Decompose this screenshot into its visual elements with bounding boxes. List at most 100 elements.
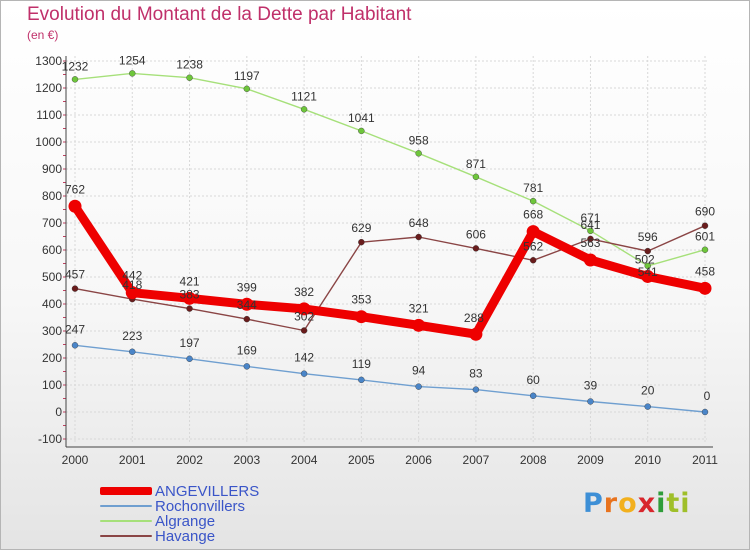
x-tick-label: 2007 xyxy=(463,453,490,467)
point-algrange xyxy=(243,85,251,93)
point-angevillers xyxy=(240,297,254,311)
logo-letter: i xyxy=(680,488,691,519)
y-tick-label: 1000 xyxy=(35,135,62,149)
point-algrange xyxy=(644,262,651,270)
series-line-havange xyxy=(74,225,706,332)
data-label-algrange: 958 xyxy=(409,133,429,147)
data-label-rochonvillers: 142 xyxy=(294,351,314,365)
y-tick-label: 100 xyxy=(42,378,62,392)
data-label-angevillers: 353 xyxy=(351,293,371,307)
point-havange xyxy=(415,233,422,241)
data-labels: 1232 1254 1238 1197 1121 1041 958 871 781 671 541 6… xyxy=(62,53,716,403)
y-tick-label: 700 xyxy=(42,216,62,230)
data-label-havange: 344 xyxy=(237,298,257,312)
series-line-rochonvillers xyxy=(74,344,706,413)
axes: -100010020030040050060070080090010001100… xyxy=(35,54,718,467)
data-label-havange: 641 xyxy=(580,218,600,232)
data-label-algrange: 781 xyxy=(523,181,543,195)
data-label-rochonvillers: 0 xyxy=(704,389,711,403)
series-havange xyxy=(71,222,709,334)
point-rochonvillers xyxy=(186,355,193,363)
x-tick-label: 2000 xyxy=(62,453,89,467)
x-tick-label: 2001 xyxy=(119,453,146,467)
logo-letter: i xyxy=(656,488,667,519)
point-havange xyxy=(71,285,79,292)
series-lines xyxy=(68,70,712,416)
point-havange xyxy=(358,238,365,246)
chart-title: Evolution du Montant de la Dette par Hab… xyxy=(27,4,412,25)
point-angevillers xyxy=(469,327,483,341)
data-label-rochonvillers: 83 xyxy=(469,367,483,381)
legend-label-havange: Havange xyxy=(155,528,216,545)
y-tick-label: 1200 xyxy=(35,81,62,95)
data-label-havange: 562 xyxy=(523,239,543,253)
point-havange xyxy=(472,245,480,252)
series-algrange xyxy=(71,70,709,270)
y-tick-label: 0 xyxy=(55,405,62,419)
data-label-algrange: 1197 xyxy=(234,69,260,83)
chart-subtitle: (en €) xyxy=(27,28,59,42)
point-rochonvillers xyxy=(472,386,480,393)
data-label-rochonvillers: 119 xyxy=(352,357,371,371)
y-tick-label: -100 xyxy=(38,432,62,446)
logo-letter: r xyxy=(603,488,619,519)
point-rochonvillers xyxy=(587,398,594,405)
data-label-havange: 648 xyxy=(409,216,429,230)
legend-swatch-angevillers xyxy=(100,487,152,495)
y-tick-label: 900 xyxy=(42,162,62,176)
point-algrange xyxy=(415,150,422,157)
point-angevillers xyxy=(125,286,139,300)
x-tick-label: 2003 xyxy=(233,453,260,467)
data-label-algrange: 1238 xyxy=(176,58,203,72)
proxiti-logo: Proxiti xyxy=(583,488,691,519)
data-label-rochonvillers: 20 xyxy=(641,384,655,398)
logo-letter: t xyxy=(666,488,681,519)
gridlines xyxy=(66,56,707,442)
point-rochonvillers xyxy=(415,383,422,390)
x-tick-label: 2008 xyxy=(520,453,547,467)
data-label-havange: 302 xyxy=(294,309,314,323)
data-label-algrange: 671 xyxy=(580,211,600,225)
point-angevillers xyxy=(583,253,597,267)
legend-swatch-rochonvillers xyxy=(100,505,152,507)
data-label-angevillers: 399 xyxy=(237,280,257,294)
point-angevillers xyxy=(297,302,311,316)
point-algrange xyxy=(186,74,193,81)
data-label-rochonvillers: 223 xyxy=(122,329,142,343)
logo-letter: x xyxy=(637,488,657,519)
point-rochonvillers xyxy=(71,342,79,349)
point-rochonvillers xyxy=(300,370,308,377)
point-angevillers xyxy=(183,291,197,305)
x-tick-label: 2004 xyxy=(291,453,318,467)
data-label-rochonvillers: 94 xyxy=(412,364,426,378)
y-tick-label: 500 xyxy=(42,270,62,284)
x-tick-label: 2005 xyxy=(348,453,375,467)
data-label-havange: 629 xyxy=(351,221,371,235)
point-rochonvillers xyxy=(243,363,251,370)
x-tick-label: 2002 xyxy=(176,453,203,467)
data-label-havange: 606 xyxy=(466,227,486,241)
series-line-algrange xyxy=(74,72,706,267)
data-label-angevillers: 321 xyxy=(409,301,429,315)
logo-letter: o xyxy=(618,488,638,519)
data-label-havange: 383 xyxy=(180,288,200,302)
point-rochonvillers xyxy=(644,403,651,410)
x-tick-label: 2010 xyxy=(634,453,661,467)
point-havange xyxy=(243,315,251,323)
point-angevillers xyxy=(412,318,426,332)
y-tick-label: 600 xyxy=(42,243,62,257)
point-havange xyxy=(300,327,308,334)
point-havange xyxy=(529,257,537,264)
data-label-algrange: 601 xyxy=(695,230,715,244)
data-label-havange: 418 xyxy=(122,278,142,292)
x-tick-label: 2009 xyxy=(577,453,604,467)
data-label-algrange: 871 xyxy=(466,157,486,171)
point-algrange xyxy=(300,106,308,113)
series-rochonvillers xyxy=(71,342,709,416)
legend-swatch-algrange xyxy=(100,520,152,522)
data-label-angevillers: 762 xyxy=(65,182,85,196)
data-label-angevillers: 502 xyxy=(635,252,655,266)
y-tick-label: 400 xyxy=(42,297,62,311)
point-algrange xyxy=(529,197,537,205)
